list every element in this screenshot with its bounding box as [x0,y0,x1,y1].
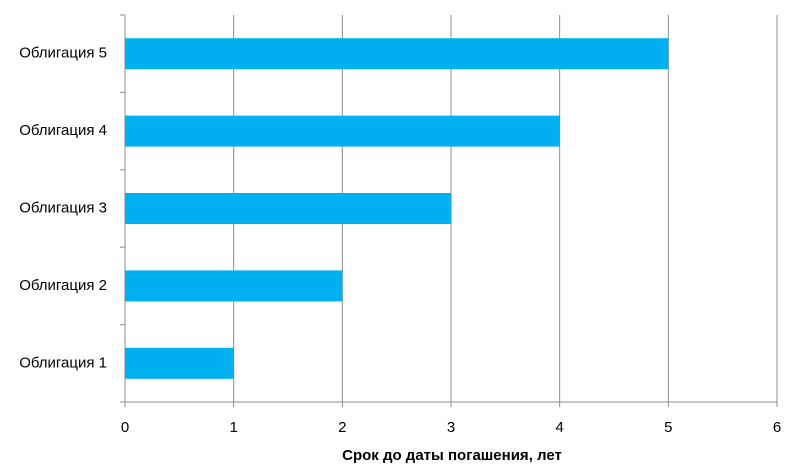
y-tick-label: Облигация 3 [19,199,107,216]
y-tick-label: Облигация 2 [19,277,107,294]
x-tick-label: 3 [447,419,455,436]
bar [125,115,560,147]
x-tick-label: 5 [664,419,672,436]
bar [125,193,451,224]
bar [125,38,669,70]
bar [125,347,234,379]
x-tick-label: 4 [555,419,563,436]
bar [125,270,343,302]
x-tick-label: 1 [229,419,237,436]
x-tick-label: 2 [338,419,346,436]
x-tick-label: 6 [773,419,781,436]
x-axis-title: Срок до даты погашения, лет [342,447,562,464]
y-tick-label: Облигация 4 [19,122,107,139]
y-tick-label: Облигация 5 [19,45,107,62]
y-tick-label: Облигация 1 [19,354,107,371]
x-tick-label: 0 [121,419,129,436]
